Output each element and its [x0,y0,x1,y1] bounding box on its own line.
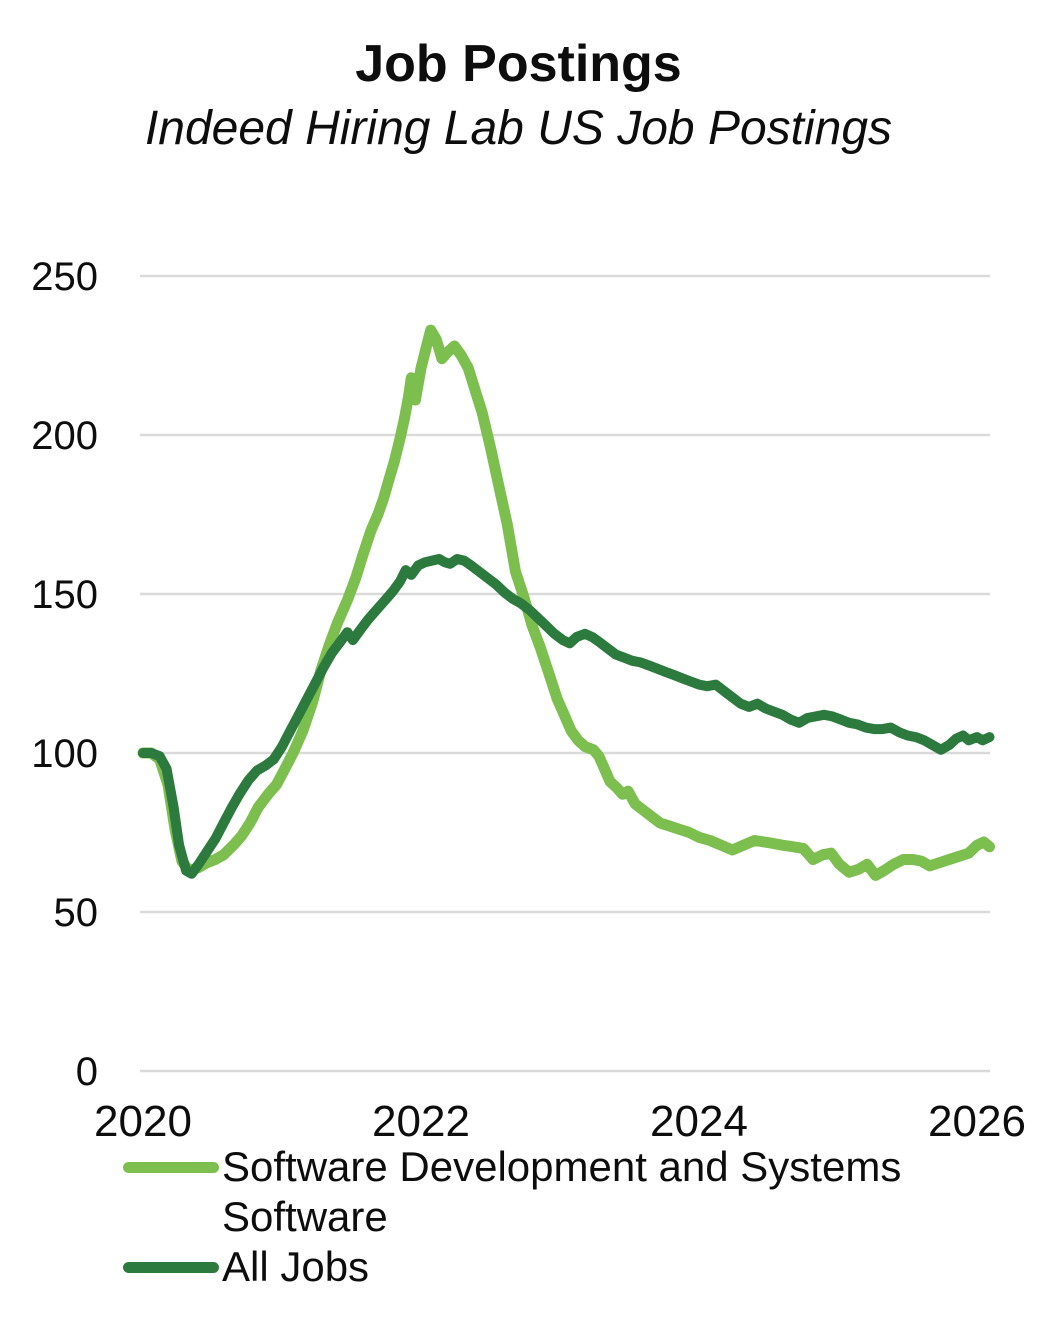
legend-label-software: Software Development and Systems Softwar… [222,1143,902,1240]
y-tick-label-250: 250 [31,255,98,299]
chart-subtitle: Indeed Hiring Lab US Job Postings [144,102,893,156]
legend-item-all-jobs: All Jobs [123,1242,1003,1292]
y-tick-label-50: 50 [54,891,99,935]
series-line-software [137,324,995,881]
legend-swatch-software [123,1162,219,1173]
legend-item-software: Software Development and Systems Softwar… [123,1142,1003,1242]
chart-header: Job Postings Indeed Hiring Lab US Job Po… [0,35,1037,156]
y-tick-label-150: 150 [31,573,98,617]
legend-swatch-all-jobs [123,1262,219,1273]
x-tick-label-2022: 2022 [372,1097,470,1146]
x-tick-label-2020: 2020 [94,1097,192,1146]
x-tick-label-2026: 2026 [928,1097,1026,1146]
y-tick-label-200: 200 [31,414,98,458]
series-line-all-jobs [138,554,995,879]
chart-title: Job Postings [355,35,682,93]
legend-label-all-jobs: All Jobs [222,1243,370,1290]
chart-legend: Software Development and Systems Softwar… [123,1142,1003,1292]
x-tick-label-2024: 2024 [650,1097,748,1146]
y-tick-label-100: 100 [31,732,98,776]
y-tick-label-0: 0 [76,1050,98,1094]
